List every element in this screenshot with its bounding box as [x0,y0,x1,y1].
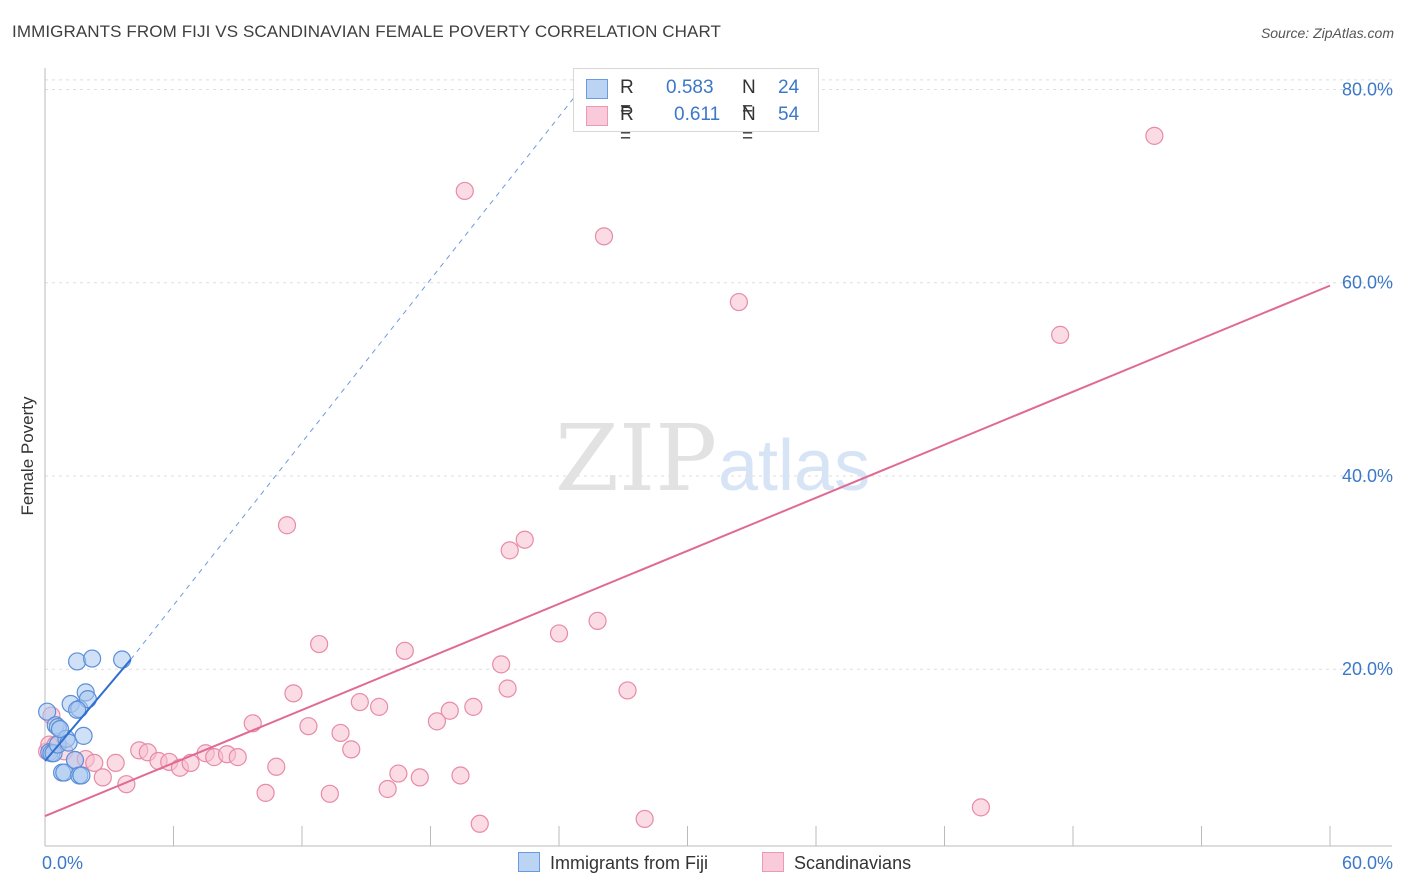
scandinavian-point [729,292,749,312]
scandinavian-point [106,753,125,773]
fiji-swatch [586,79,608,99]
scandinavian-point [470,814,489,833]
scandinavian-point [492,655,511,674]
n-value: 24 [778,77,800,98]
fiji-trend-extension [130,89,581,660]
scandinavian-point [440,701,459,720]
scandinavian-point [342,740,361,759]
scandinavian-point [618,681,637,700]
scandinavians-swatch [586,106,608,126]
scandinavian-point [389,764,408,783]
scandinavian-point [320,784,339,803]
watermark: ZIP atlas [555,405,870,512]
scandinavian-point [395,641,414,660]
scandinavian-point [1145,126,1164,145]
legend-item-scandinavians: Scandinavians [762,852,911,874]
scandinavian-point [500,541,519,560]
scandinavian-point [427,712,447,731]
scandinavian-point [310,634,329,654]
scandinavian-point [256,783,275,802]
scandinavians-swatch [762,852,784,872]
scandinavian-point [1051,325,1070,344]
fiji-point [112,650,132,669]
fiji-point [72,766,91,785]
fiji-point [68,652,87,671]
fiji-point [83,649,102,668]
n-label: N = [742,104,756,147]
scandinavian-point [370,697,389,716]
r-label: R = [620,104,634,147]
scandinavian-point [635,809,654,829]
y-tick-label: 60.0% [1342,273,1393,293]
scandinavian-point [331,723,350,743]
x-tick-label: 60.0% [1342,853,1393,873]
watermark-zip: ZIP [555,405,717,512]
x-tick-label: 0.0% [42,853,83,873]
y-tick-label: 40.0% [1342,466,1393,486]
fiji-point [74,726,93,745]
scandinavian-point [498,679,517,698]
y-tick-label: 20.0% [1342,659,1393,679]
scandinavian-point [350,692,369,712]
scandinavian-point [549,624,569,643]
scandinavian-point [277,516,297,535]
data-points [38,126,1164,833]
n-value: 54 [778,104,800,125]
scandinavian-point [451,766,470,785]
legend-label-scandinavians: Scandinavians [794,853,912,873]
fiji-point [50,719,70,739]
fiji-swatch [518,852,540,872]
chart-title: IMMIGRANTS FROM FIJI VS SCANDINAVIAN FEM… [12,22,722,41]
scandinavian-trend-line [44,284,1331,817]
scandinavian-point [464,697,483,716]
tick-labels: 20.0% 40.0% 60.0% 80.0% 0.0% 60.0% [42,79,1393,873]
fiji-point [65,750,85,770]
n-label: N = [742,77,756,120]
watermark-atlas: atlas [718,426,870,506]
trend-lines [44,89,1331,817]
gridlines [45,79,1392,670]
r-label: R = [620,77,634,120]
y-tick-label: 80.0% [1342,79,1393,99]
scandinavian-point [971,798,991,817]
scandinavian-point [228,748,247,767]
scandinavian-point [455,181,474,201]
r-value: 0.583 [666,77,714,98]
scandinavian-point [410,768,429,787]
r-value: 0.611 [674,104,721,125]
fiji-trend-line [44,658,132,762]
scandinavian-point [378,779,397,799]
scandinavian-point [594,227,614,246]
legend-label-fiji: Immigrants from Fiji [550,853,709,873]
correlation-legend: R = 0.583 N = 24 R = 0.611 N = 54 [573,68,819,147]
scandinavian-point [515,530,534,549]
legend-item-fiji: Immigrants from Fiji [518,852,708,874]
scandinavian-point [588,611,607,630]
fiji-point [38,702,57,721]
scandinavian-point [299,717,318,736]
scandinavian-point [85,753,104,773]
scandinavian-point [93,768,112,787]
source-credit: Source: ZipAtlas.com [1260,25,1394,41]
scandinavian-point [284,684,303,703]
scandinavian-point [267,757,286,776]
fiji-point [68,700,87,719]
